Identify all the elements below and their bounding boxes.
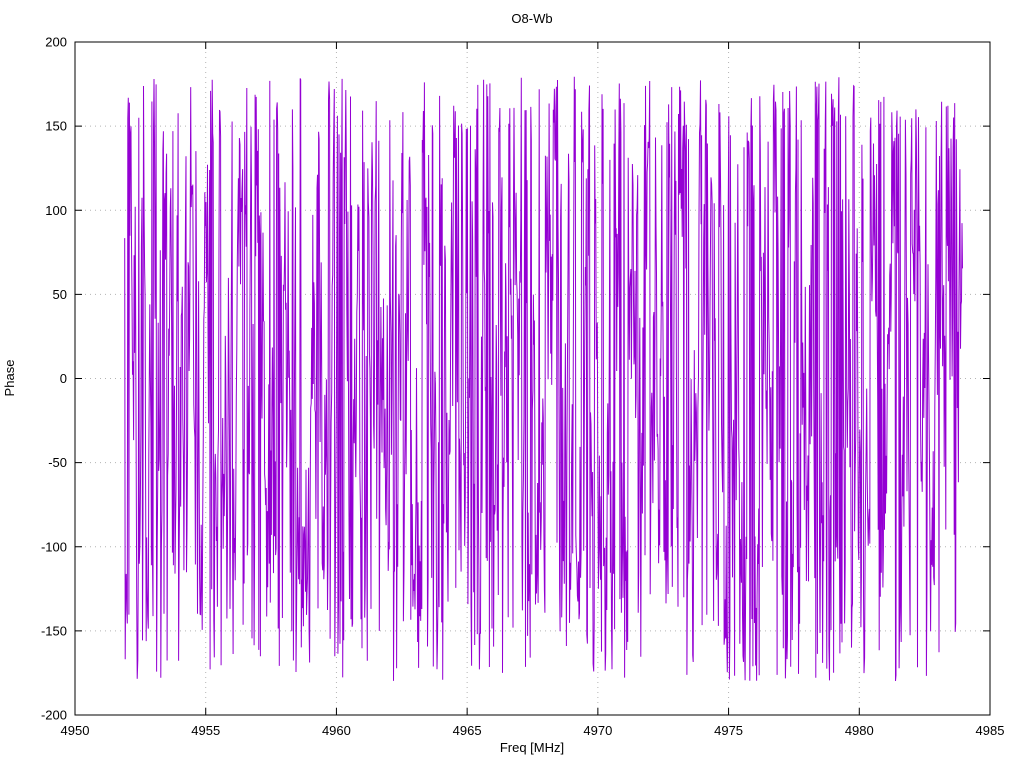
tick-labels: 4950 4955 4960 4965 4970 4975 4980 4985 -200 -150… xyxy=(41,35,1004,739)
y-tick-label: 150 xyxy=(45,119,67,134)
x-axis-label: Freq [MHz] xyxy=(500,740,564,755)
y-tick-label: 200 xyxy=(45,35,67,50)
phase-series-line xyxy=(124,76,963,682)
chart-title: O8-Wb xyxy=(511,11,552,26)
plot-border xyxy=(74,41,991,716)
y-axis-label: Phase xyxy=(2,360,17,397)
y-tick-label: 100 xyxy=(45,203,67,218)
x-tick-label: 4980 xyxy=(845,723,874,738)
y-tick-label: 0 xyxy=(60,371,67,386)
y-tick-label: -100 xyxy=(41,539,67,554)
x-tick-label: 4970 xyxy=(583,723,612,738)
x-tick-label: 4985 xyxy=(976,723,1005,738)
y-tick-label: -150 xyxy=(41,623,67,638)
x-tick-label: 4975 xyxy=(714,723,743,738)
y-tick-label: -50 xyxy=(48,455,67,470)
x-tick-label: 4955 xyxy=(191,723,220,738)
y-tick-label: 50 xyxy=(53,287,67,302)
x-tick-label: 4960 xyxy=(322,723,351,738)
x-tick-label: 4965 xyxy=(453,723,482,738)
x-tick-label: 4950 xyxy=(61,723,90,738)
y-tick-label: -200 xyxy=(41,708,67,723)
